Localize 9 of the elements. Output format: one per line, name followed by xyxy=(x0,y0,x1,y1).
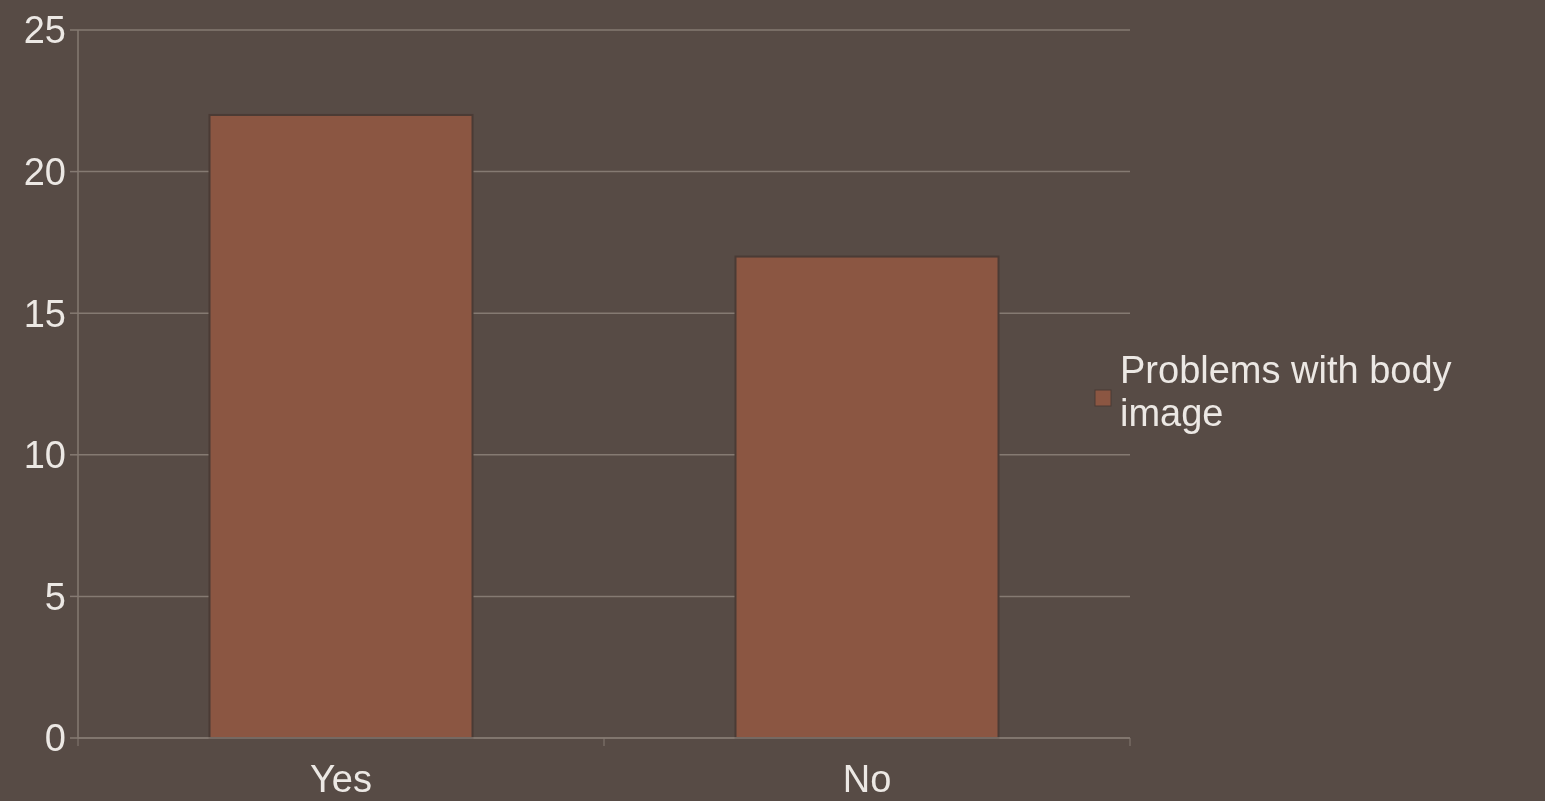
y-tick-label: 5 xyxy=(44,575,66,618)
y-tick-label: 20 xyxy=(23,150,66,193)
y-tick-label: 10 xyxy=(23,434,66,477)
x-tick-label: No xyxy=(842,758,892,800)
y-tick-label: 0 xyxy=(44,717,66,760)
legend-label: Problems with body image xyxy=(1120,349,1452,435)
x-tick-label: Yes xyxy=(310,758,372,800)
y-tick-label: 15 xyxy=(23,292,66,335)
y-tick-label: 25 xyxy=(23,9,66,52)
